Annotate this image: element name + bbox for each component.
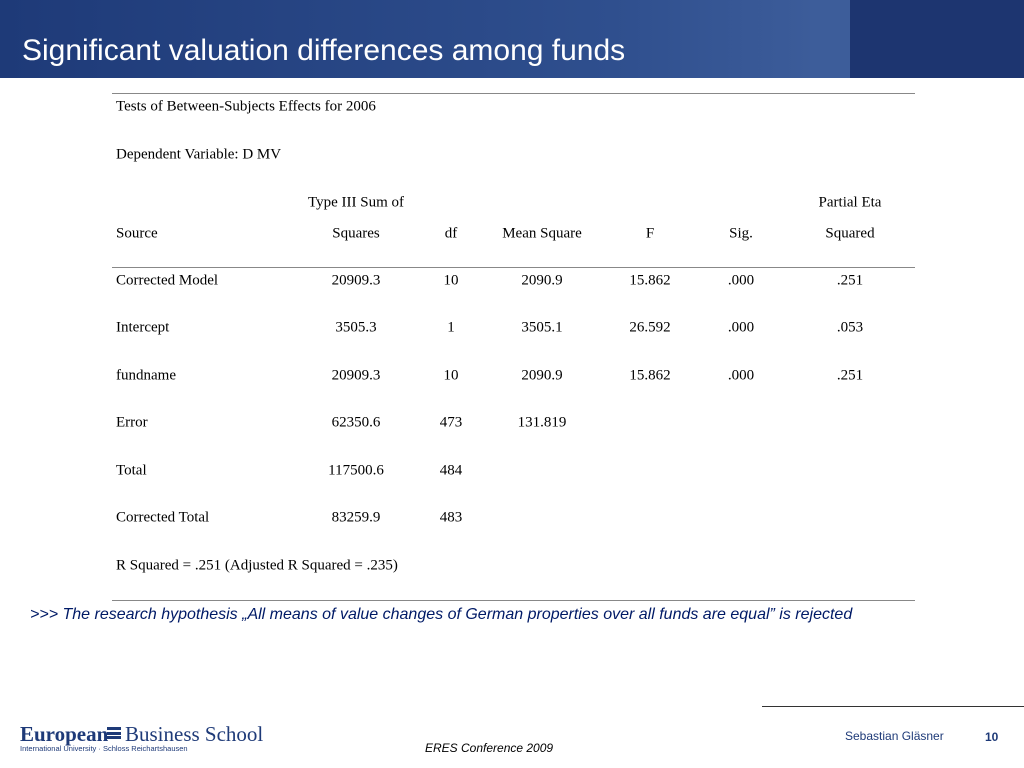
- table-cell: 131.819: [517, 414, 567, 431]
- table-cell: .053: [836, 319, 864, 336]
- header-strip: [850, 0, 1024, 78]
- table-cell: 483: [439, 509, 463, 526]
- page-number: 10: [985, 730, 999, 744]
- row-label: Total: [116, 462, 147, 479]
- table-cell: .000: [727, 272, 755, 289]
- table-title: Tests of Between-Subjects Effects for 20…: [116, 98, 376, 115]
- logo-mark: [107, 727, 121, 739]
- row-label: Corrected Model: [116, 272, 219, 289]
- header-strip: [810, 0, 850, 78]
- table-cell: 1: [447, 319, 455, 336]
- table-cell: 20909.3: [331, 367, 381, 384]
- row-label: Corrected Total: [116, 509, 210, 526]
- table-cell: 484: [439, 462, 463, 479]
- table-cell: 26.592: [629, 319, 671, 336]
- table-cell: 15.862: [629, 367, 671, 384]
- table-cell: 83259.9: [331, 509, 381, 526]
- table-cell: 3505.1: [521, 319, 563, 336]
- table-rule: [112, 93, 915, 94]
- table-cell: 2090.9: [521, 367, 563, 384]
- table-cell: 473: [439, 414, 463, 431]
- conference: ERES Conference 2009: [425, 741, 554, 755]
- column-header: Squared: [825, 225, 875, 242]
- table-rule: [112, 600, 915, 601]
- row-label: fundname: [116, 367, 176, 384]
- table-cell: .000: [727, 367, 755, 384]
- author: Sebastian Gläsner: [845, 729, 944, 743]
- table-footnote: R Squared = .251 (Adjusted R Squared = .…: [116, 557, 398, 574]
- column-header: Sig.: [729, 225, 753, 242]
- table-cell: 10: [443, 272, 459, 289]
- row-label: Intercept: [116, 319, 170, 336]
- table-cell: 62350.6: [331, 414, 381, 431]
- table-cell: .251: [836, 367, 864, 384]
- logo-name: European: [20, 722, 109, 746]
- column-header: Squares: [332, 225, 380, 242]
- logo-subtitle: International University · Schloss Reich…: [20, 744, 188, 753]
- column-header: F: [645, 225, 655, 242]
- table-cell: 15.862: [629, 272, 671, 289]
- table-cell: 2090.9: [521, 272, 563, 289]
- footer-rule: [762, 706, 1024, 707]
- table-cell: 3505.3: [335, 319, 377, 336]
- column-header: Type III Sum of: [307, 194, 405, 211]
- dependent-variable: Dependent Variable: D MV: [116, 146, 282, 163]
- table-cell: .000: [727, 319, 755, 336]
- column-header: Mean Square: [502, 225, 582, 242]
- table-cell: 117500.6: [328, 462, 384, 479]
- column-header: Partial Eta: [818, 194, 882, 211]
- table-cell: .251: [836, 272, 864, 289]
- column-header: Source: [116, 225, 158, 242]
- table-cell: 20909.3: [331, 272, 381, 289]
- logo-name: Business School: [125, 722, 264, 746]
- column-header: df: [444, 225, 458, 242]
- row-label: Error: [116, 414, 148, 431]
- slide-title: Significant valuation differences among …: [22, 34, 626, 67]
- table-rule: [112, 267, 915, 268]
- table-cell: 10: [443, 367, 459, 384]
- conclusion: >>> The research hypothesis „All means o…: [30, 606, 853, 623]
